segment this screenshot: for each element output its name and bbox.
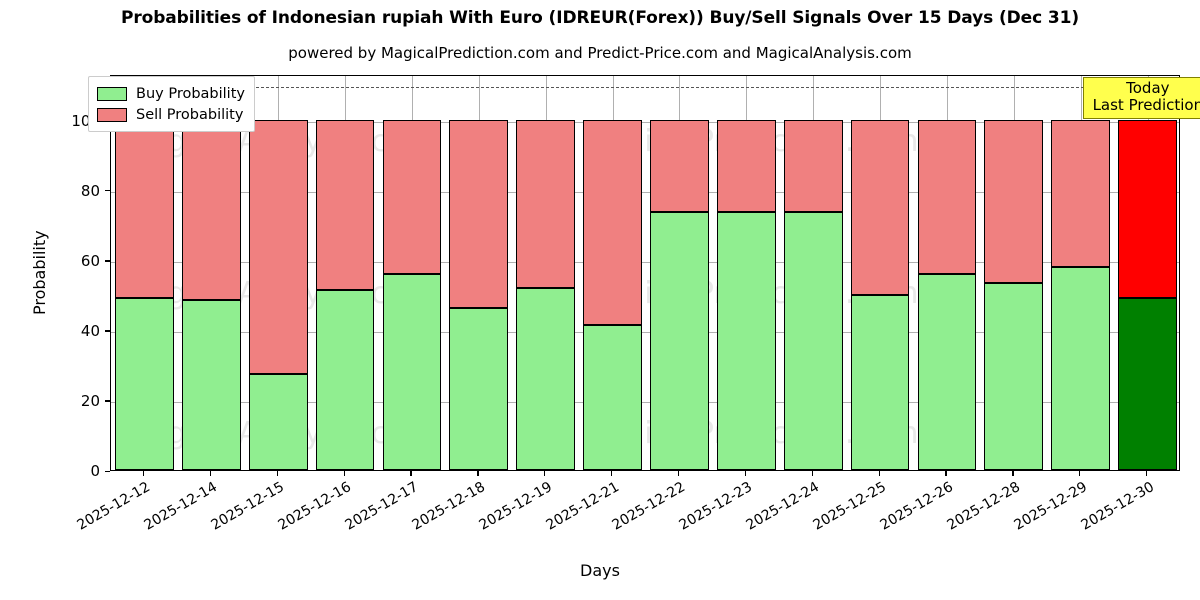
legend-swatch-sell <box>97 107 127 122</box>
today-annotation-line1: Today <box>1126 79 1170 97</box>
bar-segment-buy[interactable] <box>248 373 308 470</box>
legend-label-sell: Sell Probability <box>136 106 244 123</box>
bar-segment-sell[interactable] <box>1118 119 1177 299</box>
bar-segment-buy[interactable] <box>449 308 509 470</box>
bar-segment-sell[interactable] <box>1051 119 1111 267</box>
x-tick-mark <box>677 471 680 476</box>
x-tick-mark <box>611 471 613 476</box>
y-tick-label: 20 <box>80 391 100 410</box>
bar-segment-buy[interactable] <box>583 325 642 470</box>
bar-segment-buy[interactable] <box>115 298 174 470</box>
x-tick-mark <box>142 471 145 476</box>
bar-segment-buy[interactable] <box>516 288 576 470</box>
bar-segment-buy[interactable] <box>917 274 977 470</box>
gridline-horizontal <box>111 331 1179 333</box>
legend-item-sell: Sell Probability <box>97 104 245 125</box>
today-annotation: Today Last Prediction <box>1082 77 1200 119</box>
legend-item-buy: Buy Probability <box>97 83 245 104</box>
bar-segment-buy[interactable] <box>650 211 709 470</box>
bar-group[interactable] <box>1118 76 1177 470</box>
y-tick-mark <box>105 260 110 262</box>
y-tick-label: 0 <box>90 462 100 480</box>
today-annotation-line2: Last Prediction <box>1092 95 1200 114</box>
x-tick-mark <box>410 471 412 476</box>
x-tick-mark <box>544 471 546 476</box>
reference-line <box>111 86 1179 88</box>
bar-segment-sell[interactable] <box>650 119 709 212</box>
bar-segment-sell[interactable] <box>850 119 910 295</box>
y-axis-label: Probability <box>30 230 49 315</box>
bar-segment-sell[interactable] <box>181 119 241 300</box>
y-tick-label: 60 <box>80 251 100 270</box>
bar-segment-buy[interactable] <box>783 211 843 470</box>
bar-segment-buy[interactable] <box>382 274 442 470</box>
bar-group[interactable] <box>1051 76 1111 470</box>
bar-group[interactable] <box>917 76 977 470</box>
x-tick-mark <box>811 471 813 476</box>
y-tick-mark <box>105 190 110 192</box>
y-tick-label: 40 <box>80 321 100 340</box>
bar-segment-sell[interactable] <box>984 119 1044 283</box>
chart-legend: Buy Probability Sell Probability <box>88 76 255 132</box>
bar-group[interactable] <box>850 76 910 470</box>
chart-title: Probabilities of Indonesian rupiah With … <box>120 8 1079 28</box>
bar-group[interactable] <box>181 76 241 470</box>
y-tick-mark <box>105 400 110 402</box>
bar-segment-sell[interactable] <box>248 119 308 374</box>
bar-group[interactable] <box>783 76 843 470</box>
bar-group[interactable] <box>449 76 509 470</box>
bar-segment-sell[interactable] <box>783 119 843 212</box>
y-tick-mark <box>105 330 110 332</box>
bar-segment-buy[interactable] <box>850 294 910 470</box>
y-tick-label: 80 <box>80 181 100 200</box>
plot-area: MagicalAnalysis.comMagicalPrediction.com… <box>110 75 1180 471</box>
bar-segment-sell[interactable] <box>516 119 576 289</box>
bar-group[interactable] <box>716 76 776 470</box>
x-tick-mark <box>878 471 880 476</box>
x-tick-mark <box>1012 471 1014 476</box>
x-tick-mark <box>276 471 278 476</box>
chart-subtitle: powered by MagicalPrediction.com and Pre… <box>288 44 912 62</box>
bar-segment-buy[interactable] <box>315 290 375 470</box>
bar-group[interactable] <box>583 76 642 470</box>
bar-group[interactable] <box>516 76 576 470</box>
x-tick-mark <box>1079 471 1081 476</box>
bar-group[interactable] <box>115 76 174 470</box>
bar-segment-sell[interactable] <box>716 119 776 212</box>
bar-segment-buy[interactable] <box>1051 266 1111 470</box>
bar-group[interactable] <box>382 76 442 470</box>
bar-segment-buy[interactable] <box>181 299 241 470</box>
bars-layer <box>111 76 1179 470</box>
bar-segment-buy[interactable] <box>984 282 1044 470</box>
x-axis-label: Days <box>580 561 620 580</box>
bar-segment-sell[interactable] <box>583 119 642 326</box>
x-tick-mark <box>477 471 479 476</box>
x-tick-mark <box>343 471 345 476</box>
x-tick-mark <box>1146 471 1148 476</box>
gridline-horizontal <box>111 191 1179 193</box>
x-tick-mark <box>209 471 212 476</box>
bar-group[interactable] <box>650 76 709 470</box>
plot-inner: MagicalAnalysis.comMagicalPrediction.com… <box>111 76 1179 470</box>
legend-swatch-buy <box>97 86 127 101</box>
bar-group[interactable] <box>984 76 1044 470</box>
legend-label-buy: Buy Probability <box>136 85 245 102</box>
x-tick-mark <box>744 471 747 476</box>
gridline-horizontal <box>111 261 1179 263</box>
bar-segment-sell[interactable] <box>917 119 977 275</box>
bar-segment-sell[interactable] <box>449 119 509 309</box>
bar-segment-buy[interactable] <box>1118 298 1177 470</box>
y-tick-mark <box>105 470 110 472</box>
gridline-horizontal <box>111 401 1179 403</box>
bar-group[interactable] <box>315 76 375 470</box>
bar-segment-sell[interactable] <box>115 119 174 299</box>
x-tick-mark <box>945 471 947 476</box>
bar-group[interactable] <box>248 76 308 470</box>
bar-segment-buy[interactable] <box>716 211 776 470</box>
gridline-horizontal <box>111 121 1179 123</box>
bar-segment-sell[interactable] <box>315 119 375 291</box>
bar-segment-sell[interactable] <box>382 119 442 275</box>
